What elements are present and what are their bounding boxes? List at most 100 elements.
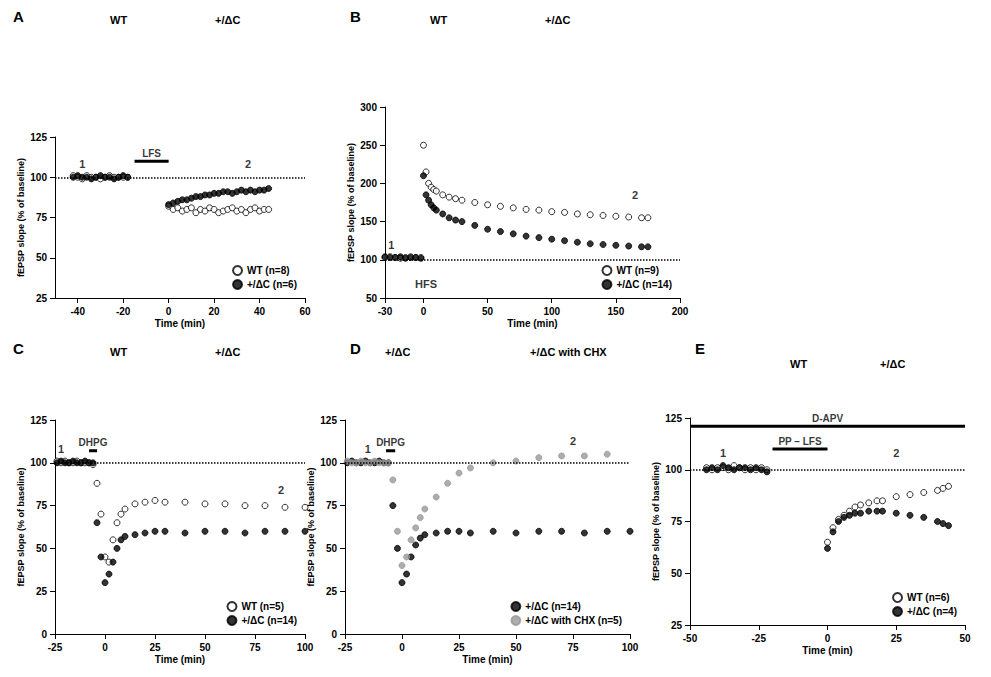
svg-text:1: 1 (720, 447, 726, 459)
svg-text:50: 50 (510, 642, 522, 653)
svg-text:+/ΔC: +/ΔC (215, 14, 240, 26)
svg-text:0: 0 (331, 629, 337, 640)
svg-text:100: 100 (360, 254, 377, 265)
svg-text:+/ΔC (n=14): +/ΔC (n=14) (525, 601, 581, 612)
svg-text:25: 25 (326, 586, 338, 597)
svg-text:125: 125 (665, 413, 682, 424)
svg-text:150: 150 (360, 216, 377, 227)
svg-text:Time (min): Time (min) (507, 318, 557, 329)
svg-text:+/ΔC with CHX: +/ΔC with CHX (530, 346, 607, 358)
svg-text:+/ΔC: +/ΔC (215, 346, 240, 358)
svg-text:+/ΔC: +/ΔC (385, 346, 410, 358)
svg-text:100: 100 (30, 172, 47, 183)
svg-text:Time (min): Time (min) (155, 654, 205, 665)
svg-text:-20: -20 (116, 306, 131, 317)
svg-text:50: 50 (199, 642, 211, 653)
svg-text:75: 75 (36, 212, 48, 223)
svg-text:WT (n=9): WT (n=9) (616, 265, 659, 276)
svg-text:A: A (13, 8, 24, 25)
svg-text:WT (n=6): WT (n=6) (907, 592, 950, 603)
svg-text:25: 25 (891, 633, 903, 644)
svg-text:75: 75 (326, 500, 338, 511)
svg-text:1: 1 (388, 239, 394, 251)
svg-text:WT: WT (430, 14, 447, 26)
svg-text:-25: -25 (752, 633, 767, 644)
svg-text:75: 75 (36, 500, 48, 511)
svg-text:+/ΔC (n=14): +/ΔC (n=14) (241, 615, 297, 626)
svg-text:fEPSP slope (% of baseline): fEPSP slope (% of baseline) (306, 468, 316, 587)
svg-text:60: 60 (299, 306, 311, 317)
svg-text:0: 0 (399, 642, 405, 653)
svg-text:250: 250 (360, 140, 377, 151)
svg-text:2: 2 (278, 484, 284, 496)
svg-text:50: 50 (959, 633, 971, 644)
svg-text:-25: -25 (48, 642, 63, 653)
svg-text:+/ΔC: +/ΔC (545, 14, 570, 26)
svg-text:1: 1 (58, 443, 64, 455)
svg-text:-25: -25 (338, 642, 353, 653)
svg-text:100: 100 (30, 457, 47, 468)
svg-text:75: 75 (249, 642, 261, 653)
svg-text:+/ΔC: +/ΔC (880, 358, 905, 370)
svg-text:2: 2 (570, 435, 576, 447)
svg-text:B: B (350, 8, 361, 25)
svg-text:125: 125 (30, 415, 47, 426)
svg-text:-40: -40 (71, 306, 86, 317)
svg-text:E: E (695, 340, 705, 357)
svg-text:Time (min): Time (min) (802, 645, 852, 656)
svg-text:Time (min): Time (min) (462, 654, 512, 665)
svg-text:DHPG: DHPG (79, 437, 108, 448)
svg-text:100: 100 (622, 642, 639, 653)
svg-text:+/ΔC with CHX (n=5): +/ΔC with CHX (n=5) (525, 615, 622, 626)
svg-text:fEPSP slope (% of baseline): fEPSP slope (% of baseline) (16, 468, 26, 587)
svg-text:D-APV: D-APV (812, 413, 843, 424)
svg-text:+/ΔC (n=6): +/ΔC (n=6) (247, 279, 297, 290)
svg-text:0: 0 (421, 306, 427, 317)
svg-text:50: 50 (482, 306, 494, 317)
svg-text:25: 25 (453, 642, 465, 653)
svg-text:0: 0 (102, 642, 108, 653)
svg-text:150: 150 (608, 306, 625, 317)
svg-text:HFS: HFS (415, 278, 437, 290)
svg-text:100: 100 (665, 464, 682, 475)
svg-text:-50: -50 (683, 633, 698, 644)
svg-text:50: 50 (36, 252, 48, 263)
svg-text:20: 20 (209, 306, 221, 317)
svg-text:-30: -30 (378, 306, 393, 317)
svg-text:2: 2 (893, 447, 899, 459)
svg-text:+/ΔC (n=14): +/ΔC (n=14) (616, 279, 672, 290)
svg-text:WT: WT (110, 14, 127, 26)
svg-text:200: 200 (360, 178, 377, 189)
svg-text:WT (n=8): WT (n=8) (247, 265, 290, 276)
svg-text:LFS: LFS (142, 148, 161, 159)
svg-text:125: 125 (30, 132, 47, 143)
svg-text:DHPG: DHPG (376, 437, 405, 448)
svg-text:25: 25 (36, 586, 48, 597)
svg-text:300: 300 (360, 102, 377, 113)
svg-text:fEPSP slope (% of baseline): fEPSP slope (% of baseline) (651, 462, 661, 581)
svg-text:75: 75 (671, 516, 683, 527)
svg-text:50: 50 (671, 568, 683, 579)
svg-text:WT: WT (110, 346, 127, 358)
svg-text:0: 0 (41, 629, 47, 640)
svg-text:1: 1 (79, 158, 85, 170)
svg-text:WT: WT (790, 358, 807, 370)
svg-text:2: 2 (632, 189, 638, 201)
svg-text:50: 50 (36, 543, 48, 554)
svg-text:25: 25 (671, 620, 683, 631)
svg-text:2: 2 (245, 158, 251, 170)
svg-text:40: 40 (254, 306, 266, 317)
svg-text:200: 200 (672, 306, 689, 317)
svg-text:PP – LFS: PP – LFS (778, 436, 821, 447)
svg-text:100: 100 (297, 642, 314, 653)
svg-text:fEPSP slope (% of baseline): fEPSP slope (% of baseline) (346, 143, 356, 262)
svg-text:100: 100 (543, 306, 560, 317)
svg-text:50: 50 (366, 293, 378, 304)
svg-text:75: 75 (567, 642, 579, 653)
svg-text:+/ΔC (n=4): +/ΔC (n=4) (907, 606, 957, 617)
svg-text:Time (min): Time (min) (155, 318, 205, 329)
svg-text:125: 125 (320, 415, 337, 426)
svg-text:D: D (350, 340, 361, 357)
svg-text:fEPSP slope (% of baseline): fEPSP slope (% of baseline) (16, 158, 26, 277)
svg-text:C: C (13, 340, 24, 357)
